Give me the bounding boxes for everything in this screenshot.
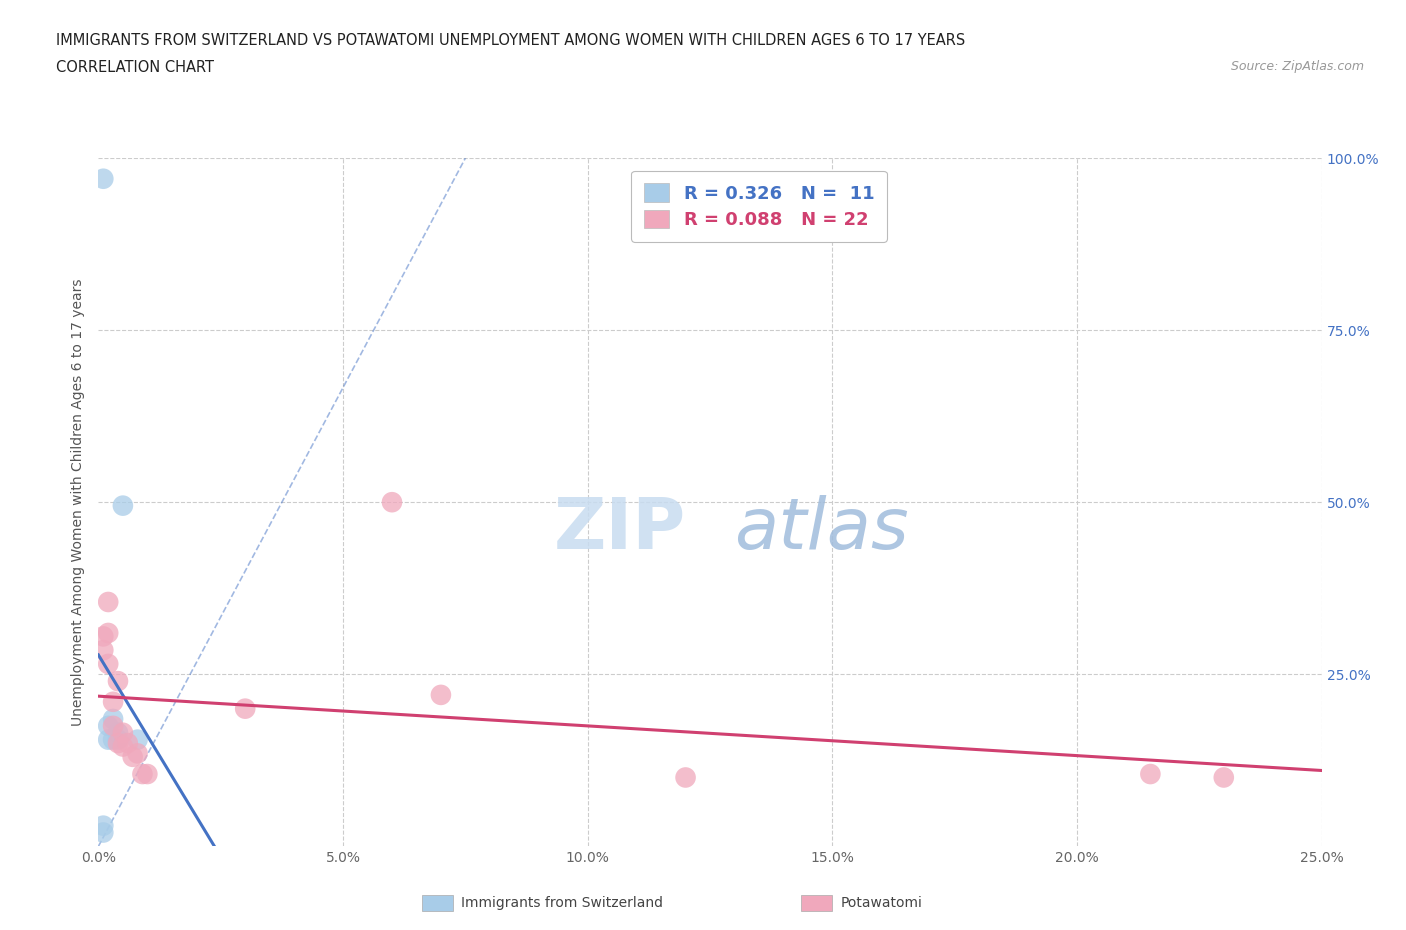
Point [131, 766, 153, 781]
Point [101, 711, 124, 726]
Point [97, 732, 120, 747]
Text: Source: ZipAtlas.com: Source: ZipAtlas.com [1230, 60, 1364, 73]
Point [107, 736, 129, 751]
Point [91, 825, 114, 840]
Point [91, 643, 114, 658]
Y-axis label: Unemployment Among Women with Children Ages 6 to 17 years: Unemployment Among Women with Children A… [72, 278, 86, 726]
Point [101, 719, 124, 734]
Point [111, 725, 134, 740]
Point [101, 732, 124, 747]
Point [97, 594, 120, 609]
Point [127, 732, 149, 747]
Point [430, 687, 453, 702]
Point [91, 171, 114, 186]
Legend: R = 0.326   N =  11, R = 0.088   N = 22: R = 0.326 N = 11, R = 0.088 N = 22 [631, 170, 887, 242]
Point [121, 750, 143, 764]
Text: Immigrants from Switzerland: Immigrants from Switzerland [461, 896, 664, 910]
Point [107, 673, 129, 688]
Point [1212, 770, 1234, 785]
Point [107, 732, 129, 747]
Text: IMMIGRANTS FROM SWITZERLAND VS POTAWATOMI UNEMPLOYMENT AMONG WOMEN WITH CHILDREN: IMMIGRANTS FROM SWITZERLAND VS POTAWATOM… [56, 33, 966, 47]
Point [91, 629, 114, 644]
Point [97, 719, 120, 734]
Point [101, 695, 124, 710]
Point [107, 725, 129, 740]
Point [1139, 766, 1161, 781]
Point [117, 736, 139, 751]
Point [381, 495, 404, 510]
Point [675, 770, 697, 785]
Point [91, 818, 114, 833]
Point [127, 746, 149, 761]
Point [97, 626, 120, 641]
Text: ZIP: ZIP [554, 496, 686, 565]
Point [111, 498, 134, 513]
Point [136, 766, 159, 781]
Text: Potawatomi: Potawatomi [841, 896, 922, 910]
Point [97, 657, 120, 671]
Text: atlas: atlas [734, 496, 910, 565]
Text: CORRELATION CHART: CORRELATION CHART [56, 60, 214, 75]
Point [233, 701, 256, 716]
Point [111, 739, 134, 754]
